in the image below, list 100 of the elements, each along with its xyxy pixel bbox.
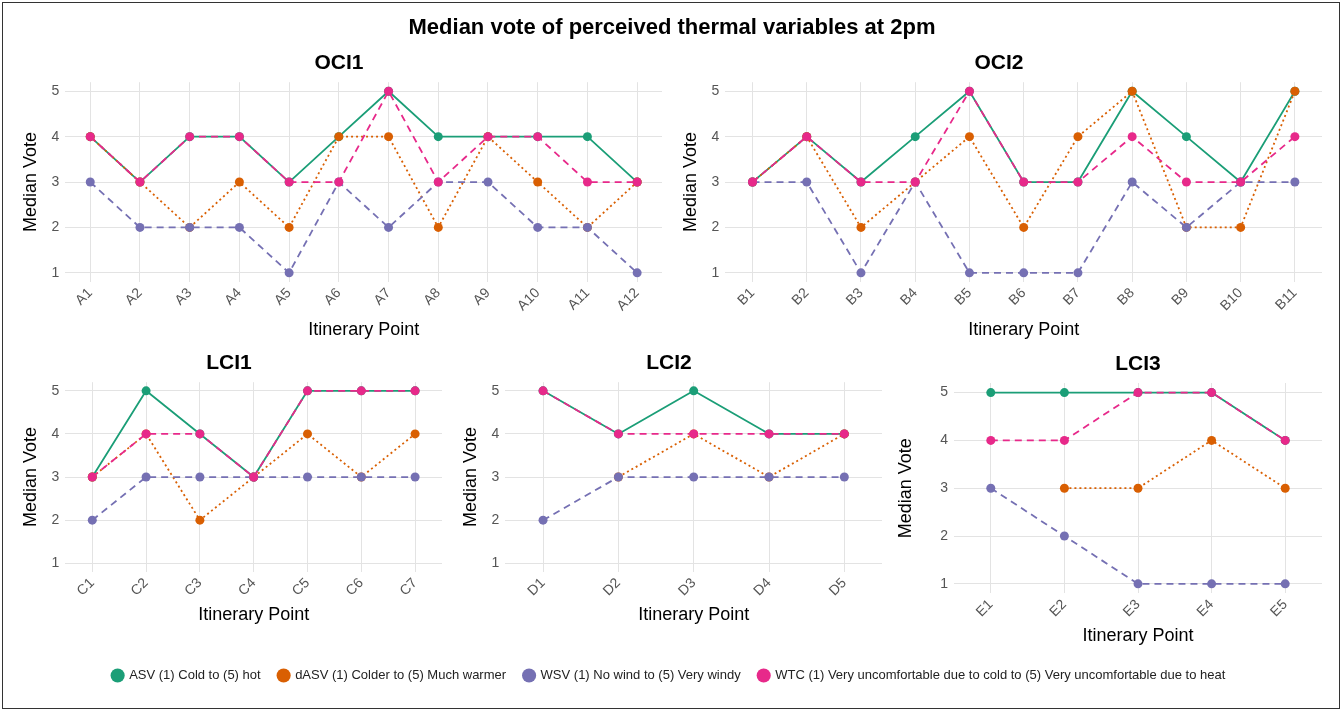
point <box>1181 132 1191 142</box>
point <box>1019 222 1029 232</box>
point <box>1073 132 1083 142</box>
point <box>1207 579 1217 589</box>
point <box>856 222 866 232</box>
point <box>533 177 543 187</box>
x-tick-label: A12 <box>613 284 643 314</box>
point <box>582 132 592 142</box>
x-tick-label: E2 <box>1045 595 1070 620</box>
x-tick-label: B1 <box>733 284 758 308</box>
point <box>1073 268 1083 278</box>
y-axis-title: Median Vote <box>894 438 915 539</box>
x-tick-label: A1 <box>71 284 96 308</box>
chart-title: LCI1 <box>206 350 253 374</box>
y-tick-label: 2 <box>711 218 720 235</box>
point <box>1280 579 1290 589</box>
point <box>303 472 312 482</box>
y-tick-label: 2 <box>940 526 949 543</box>
legend-label: WSV (1) No wind to (5) Very windy <box>540 667 742 683</box>
x-tick-label: E4 <box>1193 595 1217 620</box>
x-tick-label: D4 <box>749 574 775 599</box>
point <box>1059 531 1069 541</box>
chart-title: LCI3 <box>1115 350 1161 374</box>
x-tick-label: D2 <box>599 574 624 599</box>
point <box>986 435 996 445</box>
x-tick-label: C6 <box>342 574 367 599</box>
y-tick-label: 3 <box>491 467 500 484</box>
point <box>910 132 920 142</box>
point <box>1280 483 1290 493</box>
y-tick-label: 4 <box>491 424 500 441</box>
y-tick-label: 5 <box>711 82 720 99</box>
point <box>195 472 205 482</box>
point <box>410 429 420 439</box>
x-axis-title: Itinerary Point <box>308 319 420 340</box>
x-tick-label: B11 <box>1271 284 1300 313</box>
x-axis-title: Itinerary Point <box>1082 625 1194 646</box>
x-tick-label: D5 <box>825 574 850 599</box>
point <box>141 386 151 396</box>
point <box>1059 388 1069 398</box>
x-tick-label: B5 <box>950 284 975 308</box>
x-tick-label: B7 <box>1059 284 1083 308</box>
x-tick-label: E3 <box>1119 595 1143 620</box>
point <box>433 132 443 142</box>
legend-label: WTC (1) Very uncomfortable due to cold to (5) Very uncomfortable due to heat <box>775 667 1226 683</box>
x-tick-label: C5 <box>288 574 313 599</box>
x-tick-label: C2 <box>126 574 152 599</box>
x-tick-label: A10 <box>513 284 543 314</box>
x-axis-title: Itinerary Point <box>968 319 1080 340</box>
y-tick-label: 3 <box>711 172 720 189</box>
point <box>87 515 97 525</box>
point <box>856 268 866 278</box>
point <box>384 132 394 142</box>
chart-title: OCI1 <box>314 50 364 74</box>
point <box>689 472 699 482</box>
point <box>234 177 244 187</box>
text: Median vote of perceived thermal variables at 2pm <box>407 14 937 40</box>
x-tick-label: C3 <box>180 574 205 599</box>
point <box>802 177 812 187</box>
x-tick-label: B9 <box>1167 284 1192 308</box>
y-axis-title: Median Vote <box>679 132 700 233</box>
point <box>632 268 642 278</box>
y-tick-label: 5 <box>940 383 949 400</box>
point <box>433 222 443 232</box>
x-tick-label: A4 <box>220 284 245 308</box>
x-tick-label: D3 <box>674 574 699 599</box>
point <box>284 222 294 232</box>
point <box>303 429 312 439</box>
x-tick-label: E1 <box>972 595 996 620</box>
y-tick-label: 1 <box>51 554 60 571</box>
x-axis-title: Itinerary Point <box>198 604 310 625</box>
y-axis-title: Median Vote <box>19 132 40 233</box>
x-tick-label: A8 <box>419 284 444 308</box>
y-tick-label: 2 <box>51 511 60 527</box>
point <box>1181 177 1191 187</box>
point <box>1127 132 1137 142</box>
point <box>1207 435 1217 445</box>
point <box>1127 177 1137 187</box>
x-tick-label: A2 <box>121 284 145 308</box>
point <box>533 222 543 232</box>
point <box>1236 222 1246 232</box>
x-tick-label: B3 <box>842 284 866 308</box>
x-tick-label: A5 <box>270 284 295 308</box>
y-tick-label: 1 <box>940 574 949 591</box>
point <box>964 268 974 278</box>
y-tick-label: 2 <box>51 218 60 235</box>
point <box>839 472 849 482</box>
x-tick-label: C7 <box>395 574 421 599</box>
point <box>1059 435 1069 445</box>
chart-title: LCI2 <box>646 350 692 374</box>
y-tick-label: 5 <box>51 82 60 99</box>
point <box>964 132 974 142</box>
point <box>1133 483 1143 493</box>
y-tick-label: 4 <box>51 424 60 441</box>
x-tick-label: B8 <box>1113 284 1138 308</box>
y-tick-label: 4 <box>940 431 949 448</box>
x-tick-label: E5 <box>1266 595 1291 620</box>
point <box>986 388 996 398</box>
x-tick-label: A7 <box>369 284 394 308</box>
point <box>1290 132 1300 142</box>
point <box>85 177 95 187</box>
